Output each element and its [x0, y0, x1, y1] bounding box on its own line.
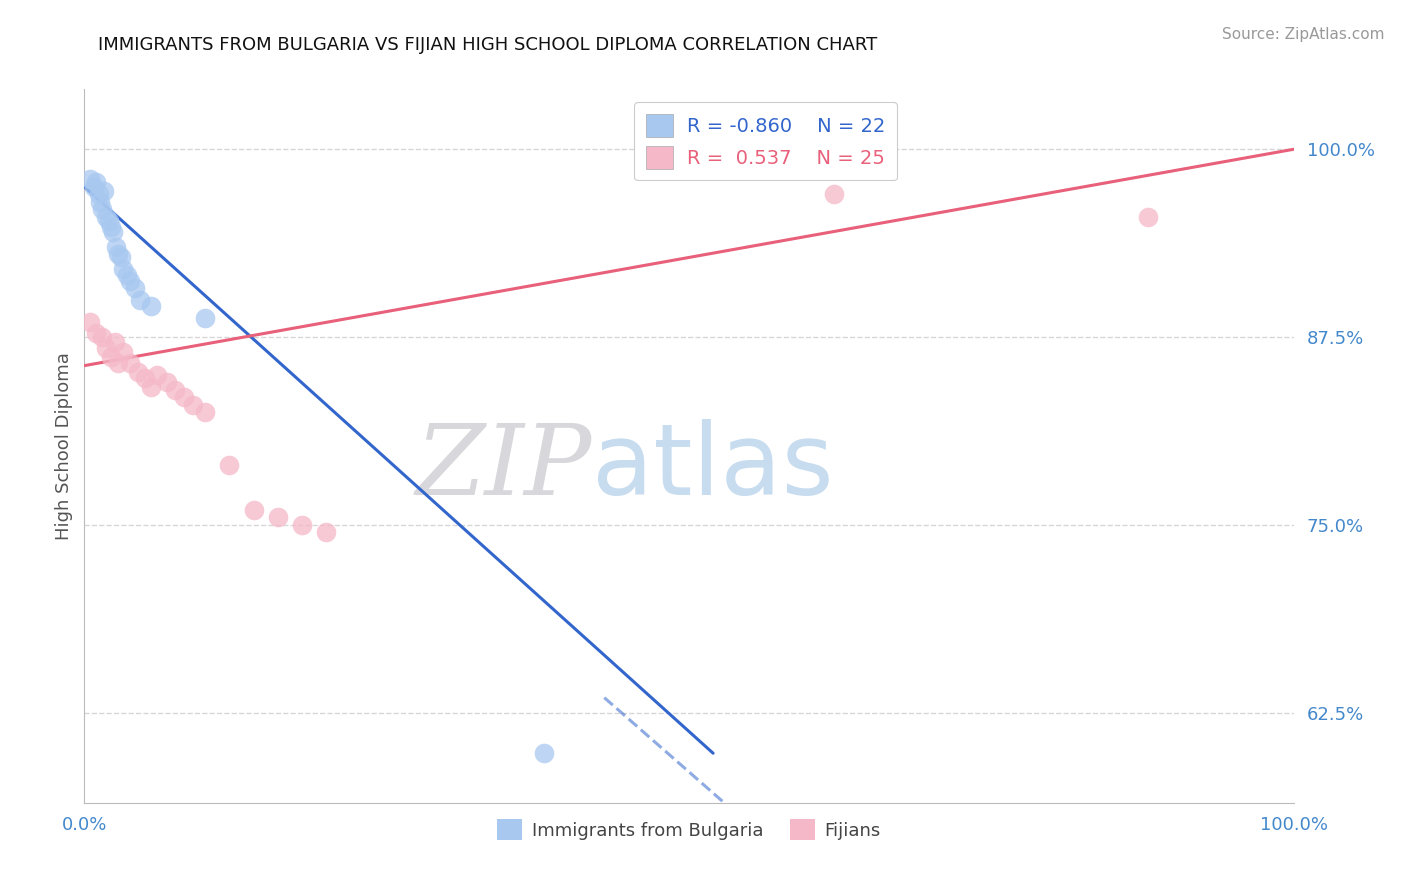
Text: Source: ZipAtlas.com: Source: ZipAtlas.com [1222, 27, 1385, 42]
Point [100, 350, 122, 364]
Point [242, 503, 264, 517]
Point [267, 510, 290, 524]
Point [194, 310, 217, 325]
Point [104, 240, 127, 254]
Point [93, 185, 115, 199]
Text: ZIP: ZIP [416, 420, 592, 515]
Point [127, 365, 149, 379]
Point [155, 375, 177, 389]
Point [134, 370, 156, 384]
Point [1137, 210, 1160, 224]
Point [91, 330, 114, 344]
Point [79, 315, 101, 329]
Text: atlas: atlas [592, 419, 834, 516]
Point [107, 247, 129, 261]
Point [291, 517, 314, 532]
Point [173, 390, 195, 404]
Point [124, 280, 146, 294]
Point [115, 268, 138, 283]
Point [94, 210, 117, 224]
Point [87, 187, 110, 202]
Point [112, 262, 135, 277]
Point [103, 225, 125, 239]
Point [83, 179, 105, 194]
Point [165, 383, 187, 397]
Text: IMMIGRANTS FROM BULGARIA VS FIJIAN HIGH SCHOOL DIPLOMA CORRELATION CHART: IMMIGRANTS FROM BULGARIA VS FIJIAN HIGH … [98, 36, 877, 54]
Point [194, 405, 217, 419]
Point [181, 398, 204, 412]
Point [107, 356, 129, 370]
Point [120, 275, 142, 289]
Point [533, 746, 555, 760]
Y-axis label: High School Diploma: High School Diploma [55, 352, 73, 540]
Point [86, 326, 108, 340]
Point [146, 368, 169, 382]
Point [112, 345, 135, 359]
Legend: Immigrants from Bulgaria, Fijians: Immigrants from Bulgaria, Fijians [491, 812, 887, 847]
Point [823, 187, 845, 202]
Point [120, 356, 142, 370]
Point [100, 220, 122, 235]
Point [86, 175, 108, 189]
Point [139, 299, 162, 313]
Point [97, 214, 120, 228]
Point [94, 341, 117, 355]
Point [315, 525, 337, 540]
Point [139, 379, 162, 393]
Point [91, 202, 114, 217]
Point [129, 293, 152, 307]
Point [89, 194, 111, 209]
Point [104, 334, 127, 349]
Point [79, 172, 101, 186]
Point [218, 458, 240, 472]
Point [110, 251, 132, 265]
